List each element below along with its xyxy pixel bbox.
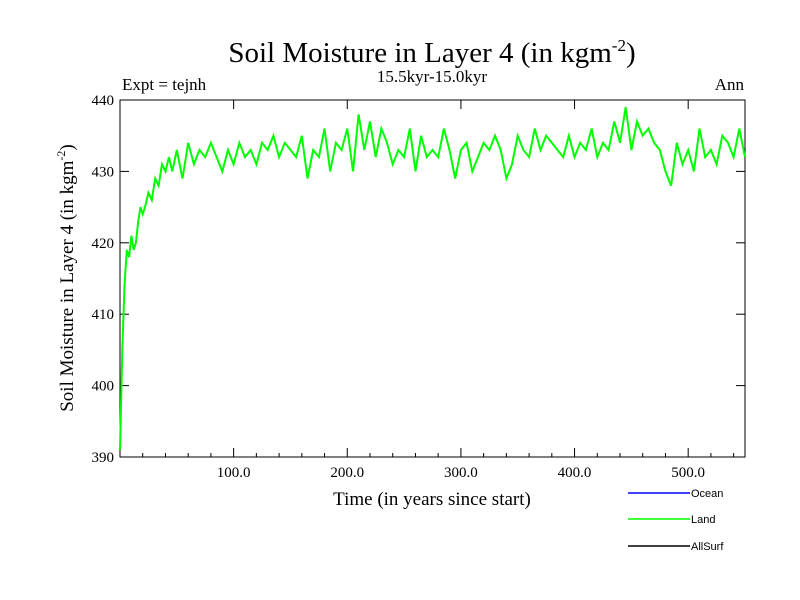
y-tick-label: 400 bbox=[92, 379, 115, 395]
x-tick-label: 300.0 bbox=[444, 465, 478, 481]
y-axis-label: Soil Moisture in Layer 4 (in kgm-2) bbox=[54, 144, 78, 412]
x-tick-label: 400.0 bbox=[558, 465, 592, 481]
plot-frame bbox=[119, 99, 746, 458]
y-tick-label: 410 bbox=[92, 307, 115, 323]
legend-label-ocean: Ocean bbox=[691, 488, 723, 500]
chart-title: Soil Moisture in Layer 4 (in kgm-2) bbox=[228, 36, 635, 69]
y-axis-label-close: ) bbox=[57, 144, 78, 150]
legend-label-allsurf: AllSurf bbox=[691, 541, 724, 553]
x-axis-label: Time (in years since start) bbox=[333, 489, 531, 510]
y-tick-label: 430 bbox=[92, 164, 115, 180]
chart-title-sup: -2 bbox=[612, 36, 626, 55]
chart-title-main: Soil Moisture in Layer 4 (in kgm bbox=[228, 37, 612, 69]
x-axis-ticks: 100.0 200.0 300.0 400.0 500.0 bbox=[142, 100, 735, 481]
experiment-label: Expt = tejnh bbox=[122, 75, 207, 94]
x-tick-label: 500.0 bbox=[671, 465, 705, 481]
y-axis-label-main: Soil Moisture in Layer 4 (in kgm bbox=[57, 160, 78, 411]
season-label: Ann bbox=[715, 75, 745, 94]
x-tick-label: 100.0 bbox=[217, 465, 251, 481]
y-tick-label: 390 bbox=[92, 450, 115, 466]
y-tick-label: 440 bbox=[92, 93, 115, 109]
y-axis-ticks: 390 400 410 420 430 440 bbox=[92, 93, 745, 466]
legend: Ocean Land AllSurf bbox=[628, 488, 724, 553]
x-tick-label: 200.0 bbox=[330, 465, 364, 481]
y-axis-label-sup: -2 bbox=[54, 151, 68, 161]
series-line-land bbox=[119, 106, 746, 450]
chart-title-close: ) bbox=[626, 37, 636, 69]
y-tick-label: 420 bbox=[92, 236, 115, 252]
legend-label-land: Land bbox=[691, 514, 715, 526]
chart-subtitle: 15.5kyr-15.0kyr bbox=[377, 67, 487, 86]
